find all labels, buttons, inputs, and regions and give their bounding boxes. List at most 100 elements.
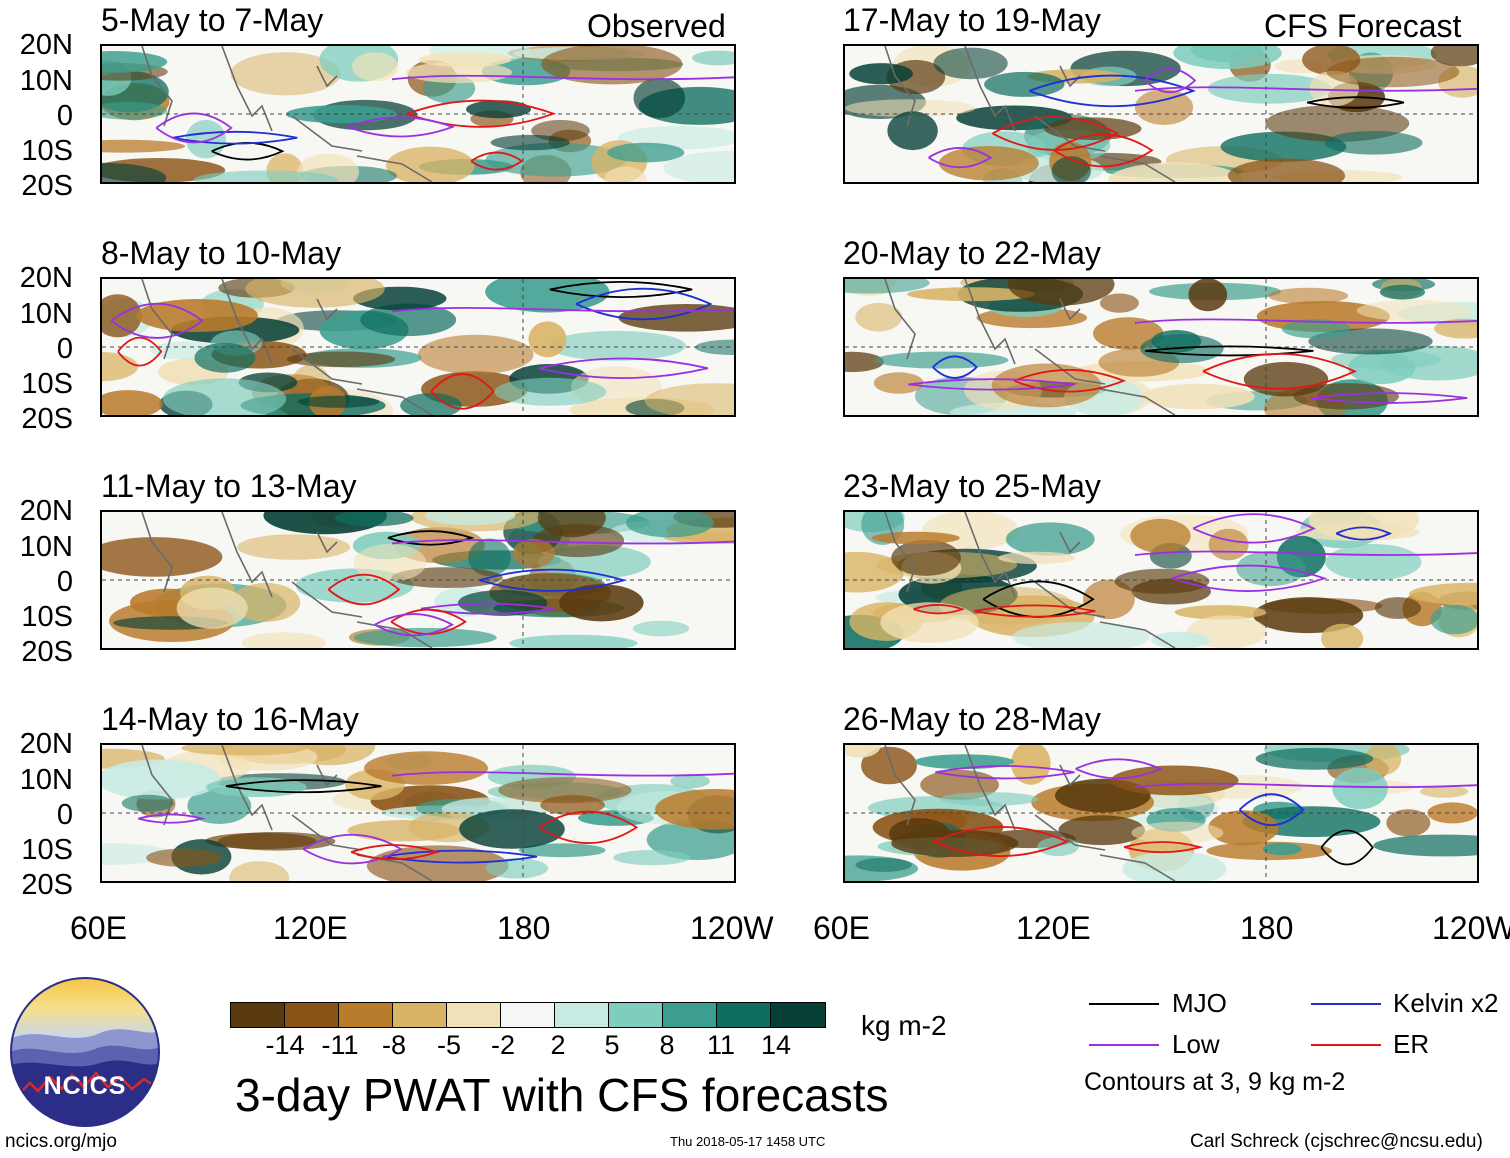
colorbar-tick: 5 [604,1030,620,1060]
lat-label-20s: 20S [21,636,73,668]
pwat-anomaly [547,330,686,361]
pwat-anomaly [1282,319,1351,339]
coastline [141,745,433,881]
wave-contour [575,287,713,321]
pwat-anomaly [162,378,287,415]
pwat-map [102,46,734,182]
pwat-anomaly [692,50,734,66]
pwat-anomaly [559,584,644,622]
pwat-anomaly [845,99,976,117]
pwat-anomaly [1083,579,1135,620]
pwat-anomaly [1243,361,1329,397]
pwat-anomaly [998,551,1076,565]
pwat-map [845,512,1477,648]
pwat-anomaly [1386,809,1431,837]
pwat-anomaly [933,47,1008,80]
pwat-anomaly [485,858,549,879]
footer-url[interactable]: ncics.org/mjo [5,1131,117,1152]
pwat-anomaly [873,372,924,394]
wave-contour [538,357,709,379]
wave-contour [347,116,456,138]
wave-contour [430,373,495,410]
pwat-anomaly [424,512,516,526]
pwat-anomaly [360,303,457,337]
wave-contour [327,573,401,606]
pwat-anomaly [632,620,690,637]
lat-label-20s: 20S [21,170,73,202]
pwat-anomaly [670,774,711,789]
pwat-anomaly [1236,550,1306,587]
pwat-anomaly [353,628,497,648]
pwat-anomaly [1134,89,1194,125]
pwat-anomaly [1326,56,1460,88]
pwat-anomaly [187,787,252,824]
pwat-anomaly [633,77,686,119]
pwat-anomaly [695,339,734,355]
wave-contour [1192,513,1316,544]
pwat-anomaly [1058,815,1145,846]
wave-contour [225,779,382,794]
pwat-anomaly [603,166,648,182]
wave-contour [933,826,1070,857]
pwat-anomaly [468,538,511,577]
pwat-anomaly [1141,383,1255,410]
lon-label-60e: 60E [70,910,127,946]
lat-label-20n: 20N [19,29,73,61]
wave-contour [549,281,693,298]
pwat-anomaly [887,111,938,151]
pwat-map [845,46,1477,182]
legend-line-er [1311,1044,1381,1046]
colorbar-swatch [717,1003,771,1027]
pwat-anomaly [849,63,913,85]
pwat-anomaly [1420,785,1469,798]
pwat-anomaly [1131,821,1224,844]
wave-contour [1306,96,1405,109]
pwat-anomaly [457,590,548,616]
pwat-anomaly [625,512,714,538]
wave-contour [387,530,475,546]
pwat-anomaly [1379,284,1426,300]
coastline [884,279,1176,415]
wave-contour [350,844,440,861]
colorbar-tick: -5 [436,1030,462,1060]
pwat-anomaly [663,150,734,182]
wave-contour [172,130,298,145]
pwat-anomaly [855,302,902,332]
pwat-anomaly [512,538,555,568]
wave-contour [420,602,555,615]
colorbar-tick: -11 [321,1030,359,1060]
pwat-anomaly [984,71,1065,97]
lat-label-0: 0 [56,333,73,365]
pwat-anomaly [185,119,226,159]
lon-label-120w: 120W [690,910,774,946]
colorbar-swatch [771,1003,825,1027]
wave-contour [374,613,455,637]
pwat-anomaly [102,101,167,120]
wave-contour [1123,841,1204,854]
wave-contour [390,608,467,635]
map-panel [843,510,1479,650]
pwat-anomaly [102,294,142,338]
colorbar-units: kg m-2 [861,1010,947,1041]
lat-label-20n: 20N [19,495,73,527]
pwat-anomaly [1107,162,1243,182]
lat-label-20s: 20S [21,403,73,435]
pwat-anomaly [871,531,960,545]
pwat-anomaly [1044,117,1142,140]
pwat-anomaly [1188,279,1228,312]
legend-label-low: Low [1172,1029,1220,1059]
pwat-anomaly [938,146,1039,181]
pwat-anomaly [1262,842,1302,856]
pwat-anomaly [655,789,734,830]
pwat-anomaly [1347,351,1416,385]
ncics-logo[interactable]: NCICS [10,977,160,1127]
coastline [141,512,433,648]
pwat-anomaly [353,544,427,582]
pwat-anomaly [991,363,1102,408]
pwat-anomaly [1373,834,1477,857]
colorbar-tick: -2 [490,1030,516,1060]
wave-contour [391,74,734,81]
pwat-anomaly [102,352,138,382]
legend-label-mjo: MJO [1172,988,1227,1018]
pwat-anomaly [1324,131,1423,155]
